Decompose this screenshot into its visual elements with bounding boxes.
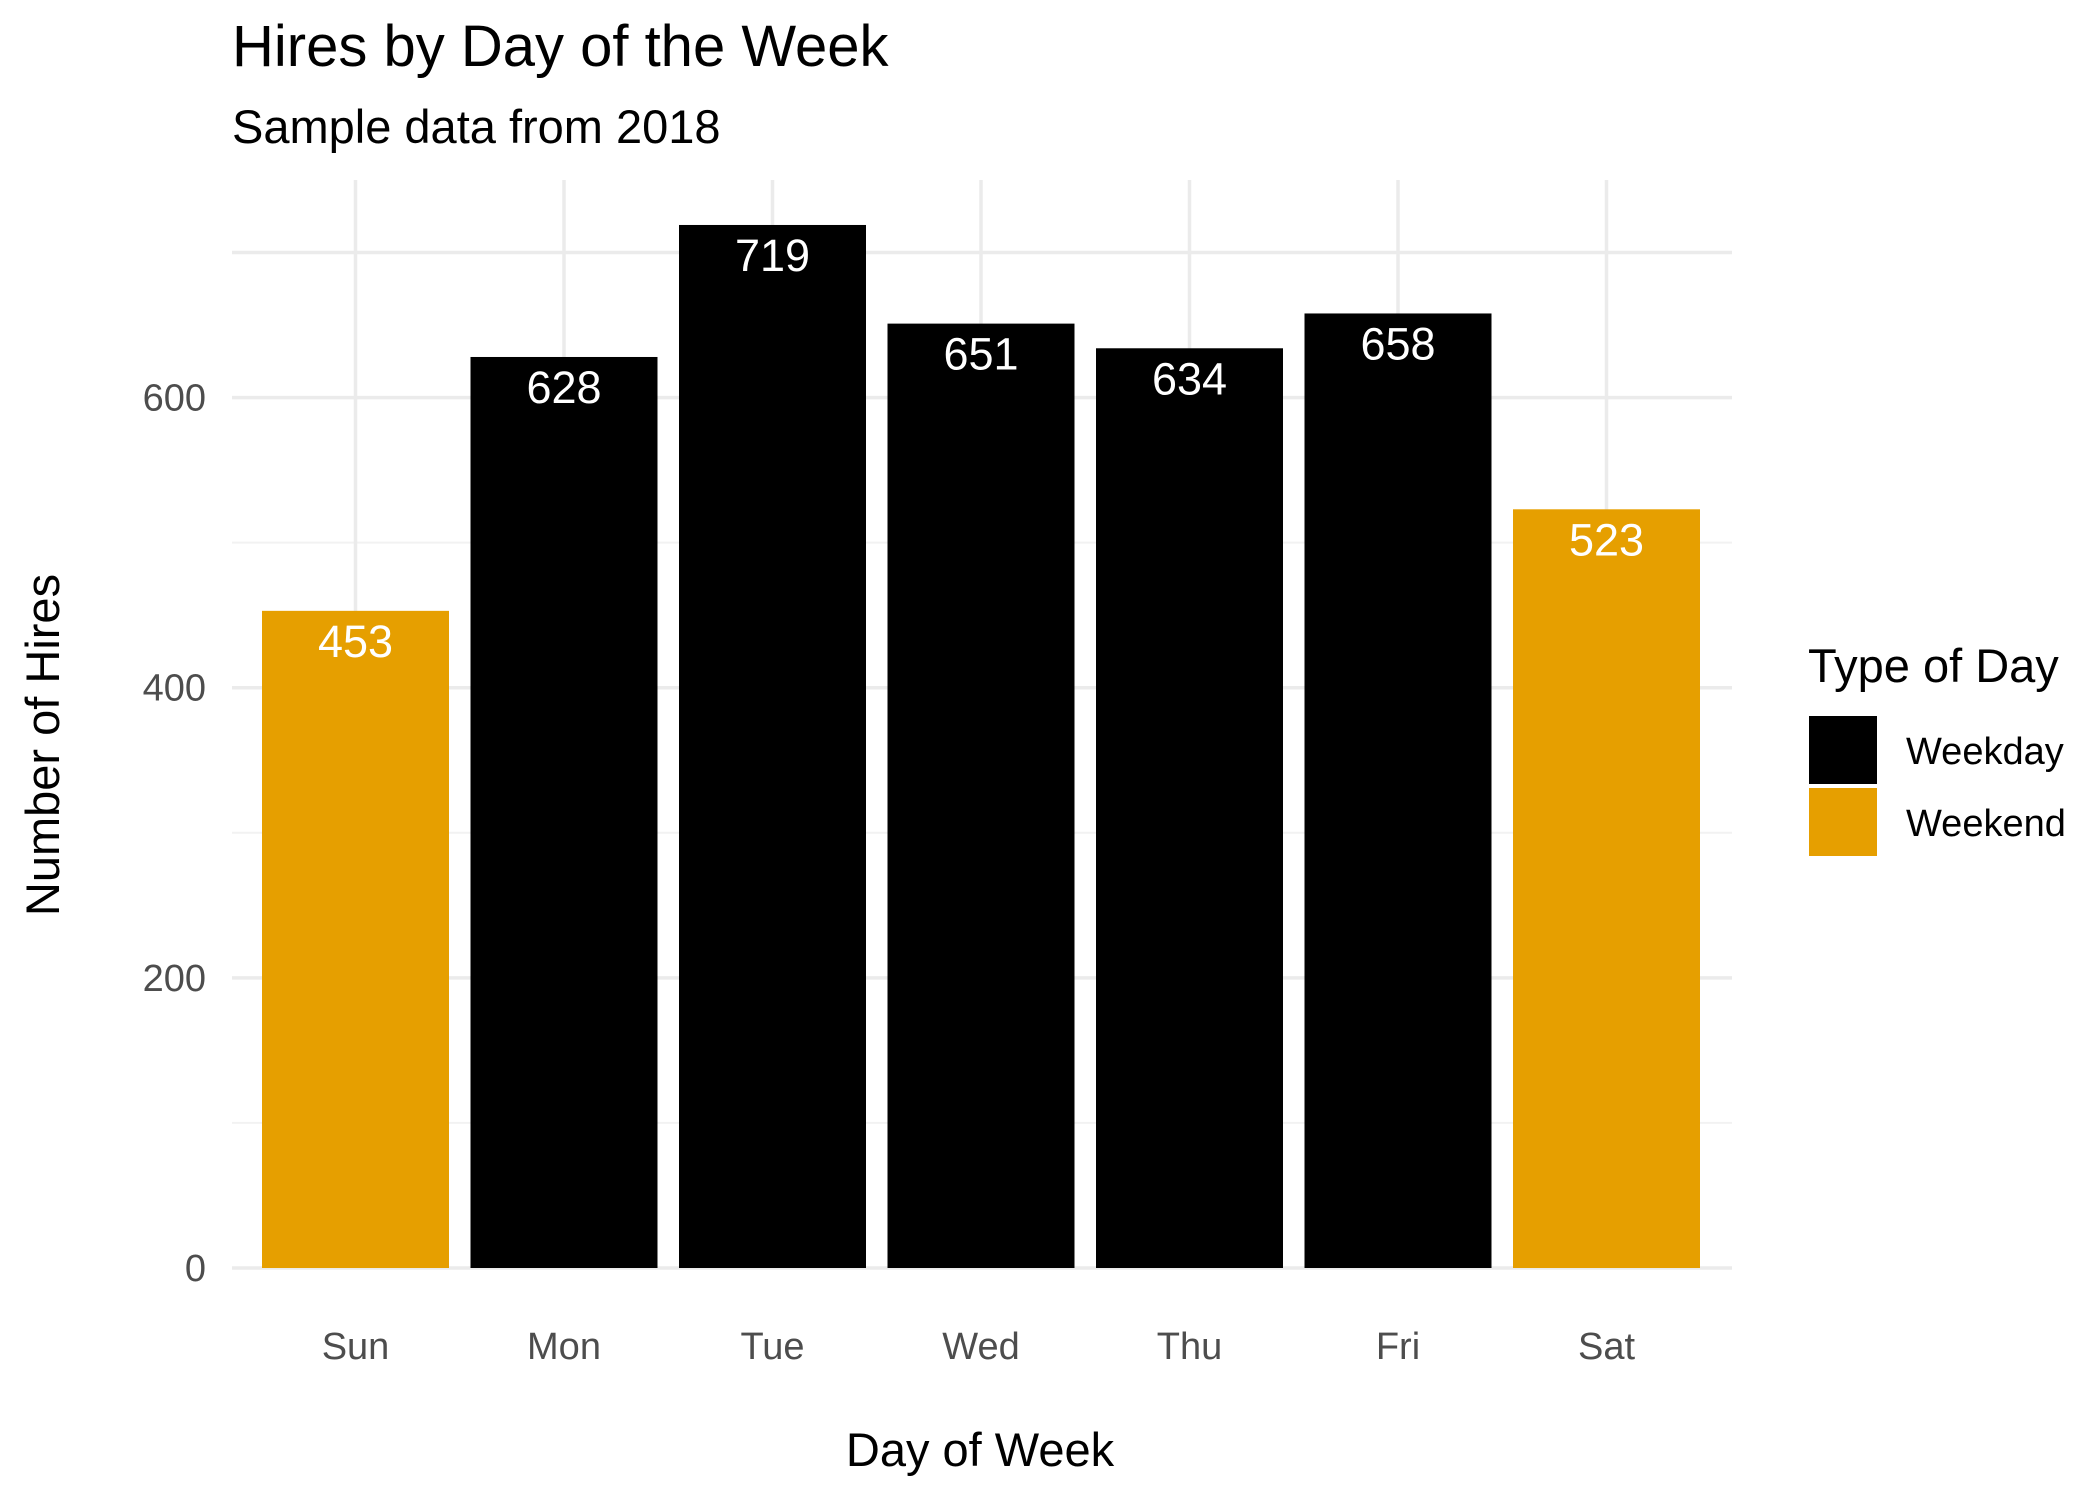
x-axis-ticks: Sun Mon Tue Wed Thu Fri Sat xyxy=(322,1326,1636,1368)
x-tick-label-fri: Fri xyxy=(1376,1326,1420,1368)
y-tick-label: 400 xyxy=(143,668,206,710)
legend-label-weekend: Weekend xyxy=(1906,803,2066,845)
bar-tue xyxy=(679,224,866,1268)
legend-title: Type of Day xyxy=(1808,639,2059,692)
x-tick-label-tue: Tue xyxy=(740,1326,804,1368)
chart-subtitle: Sample data from 2018 xyxy=(232,100,721,153)
bar-sat xyxy=(1513,509,1700,1268)
x-tick-label-thu: Thu xyxy=(1157,1326,1222,1368)
bar-wed xyxy=(887,323,1075,1269)
y-tick-label: 0 xyxy=(185,1248,206,1290)
bar-fri xyxy=(1304,313,1492,1269)
chart-title: Hires by Day of the Week xyxy=(232,14,890,79)
bar-thu xyxy=(1096,348,1283,1268)
data-label-fri: 658 xyxy=(1360,318,1435,369)
bars xyxy=(262,224,1700,1269)
y-axis-title: Number of Hires xyxy=(16,574,69,916)
data-label-wed: 651 xyxy=(943,329,1018,380)
legend-label-weekday: Weekday xyxy=(1906,731,2064,773)
x-tick-label-mon: Mon xyxy=(527,1326,601,1368)
data-label-sat: 523 xyxy=(1569,514,1644,565)
x-tick-label-sun: Sun xyxy=(322,1326,390,1368)
legend-swatch-weekend xyxy=(1809,788,1877,856)
data-label-sun: 453 xyxy=(318,616,393,667)
x-axis-title: Day of Week xyxy=(846,1423,1115,1476)
legend-swatch-weekday xyxy=(1809,716,1877,784)
data-label-thu: 634 xyxy=(1152,353,1227,404)
x-tick-label-sat: Sat xyxy=(1578,1326,1635,1368)
bar-sun xyxy=(262,610,449,1268)
data-label-mon: 628 xyxy=(526,362,601,413)
legend: Type of Day Weekday Weekend xyxy=(1808,639,2066,856)
x-tick-label-wed: Wed xyxy=(942,1326,1019,1368)
y-tick-label: 600 xyxy=(143,378,206,420)
y-axis-ticks: 0 200 400 600 xyxy=(143,378,206,1290)
y-tick-label: 200 xyxy=(143,958,206,1000)
data-label-tue: 719 xyxy=(735,230,810,281)
data-labels: 453 628 719 651 634 658 523 xyxy=(318,230,1644,667)
bar-mon xyxy=(470,356,658,1268)
